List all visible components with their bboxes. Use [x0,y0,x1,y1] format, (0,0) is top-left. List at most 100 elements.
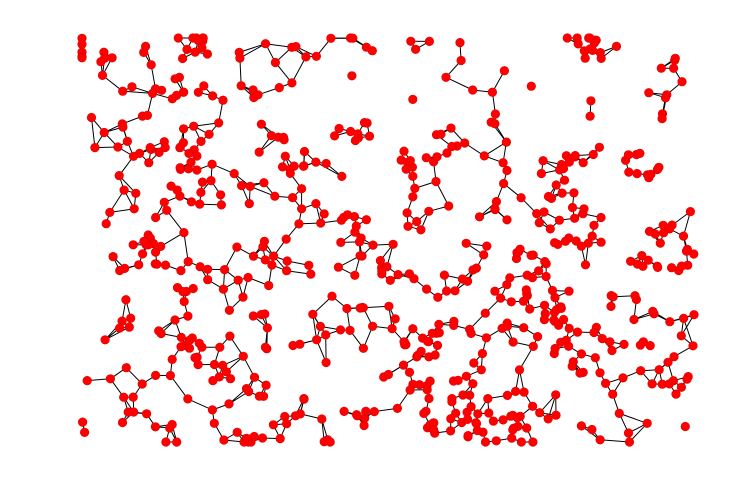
graph-node [416,346,426,357]
graph-node [115,265,125,276]
graph-node [108,252,118,262]
graph-node [528,437,538,447]
graph-node [195,262,205,272]
graph-node [101,219,111,229]
graph-node [131,188,141,198]
graph-node [209,359,219,370]
graph-node [422,284,432,294]
graph-node [585,111,595,121]
graph-node [401,164,411,174]
graph-node [490,286,500,296]
graph-node [77,53,87,63]
graph-node [654,365,664,375]
graph-node [446,426,456,436]
graph-node [128,392,138,402]
graph-node [304,260,314,270]
graph-node [421,153,431,163]
graph-node [225,374,236,384]
graph-node [498,158,508,168]
graph-node [569,188,579,198]
graph-node [573,39,583,49]
graph-node [447,397,457,407]
graph-node [165,370,175,381]
graph-node [186,197,196,207]
graph-node [151,212,161,223]
graph-node [353,129,363,139]
graph-node [268,420,279,430]
graph-node [119,392,129,402]
graph-node [644,88,654,98]
graph-node [436,129,446,139]
graph-node [319,437,329,447]
graph-node [505,273,515,283]
graph-edge [239,43,266,53]
graph-node [156,328,166,339]
graph-node [216,190,226,200]
graph-node [499,178,509,189]
graph-node [127,82,137,92]
graph-node [479,250,489,260]
graph-node [383,369,394,380]
graph-node [253,90,263,100]
graph-node [676,261,687,271]
graph-node [419,408,429,419]
graph-node [179,228,189,238]
graph-node [261,380,271,390]
graph-node [236,81,246,91]
graph-node [77,39,87,49]
graph-node [424,206,434,216]
graph-node [540,257,550,267]
graph-node [535,408,545,418]
graph-node [576,349,587,359]
graph-node [560,236,571,246]
graph-node [557,188,567,198]
graph-node [597,334,607,344]
graph-node [466,328,476,339]
graph-node [408,192,418,202]
graph-edge [91,117,96,148]
graph-edge [619,412,648,424]
graph-node [122,136,132,146]
graph-node [527,273,538,283]
graph-node [424,393,434,404]
graph-node [178,287,188,297]
graph-node [368,240,378,250]
graph-node [384,301,394,311]
graph-node [512,413,523,423]
graph-node [564,157,574,167]
graph-node [460,138,470,148]
graph-node [150,422,160,432]
graph-node [506,297,516,307]
graph-node [439,270,450,280]
graph-node [539,300,550,310]
graph-node [362,118,372,128]
graph-node [321,158,331,169]
graph-node [551,410,561,420]
graph-node [521,285,531,295]
graph-node [351,221,361,231]
graph-node [551,180,561,190]
graph-node [114,323,125,333]
graph-node [590,353,600,363]
graph-node [121,295,131,305]
graph-node [451,408,461,418]
graph-node [385,275,395,285]
graph-node [595,435,605,445]
graph-node [619,339,629,350]
graph-node [282,419,292,429]
graph-node [129,204,139,214]
graph-node [605,337,615,347]
graph-node [432,152,442,162]
graph-node [576,241,587,251]
graph-node [450,286,460,296]
graph-node [269,251,279,261]
graph-node [199,81,209,91]
graph-node [342,303,352,314]
graph-node [151,247,161,257]
graph-node [219,435,229,445]
graph-node [569,213,580,223]
graph-node [105,374,115,384]
graph-node [458,390,468,400]
graph-node [456,55,466,66]
graph-node [280,151,290,161]
